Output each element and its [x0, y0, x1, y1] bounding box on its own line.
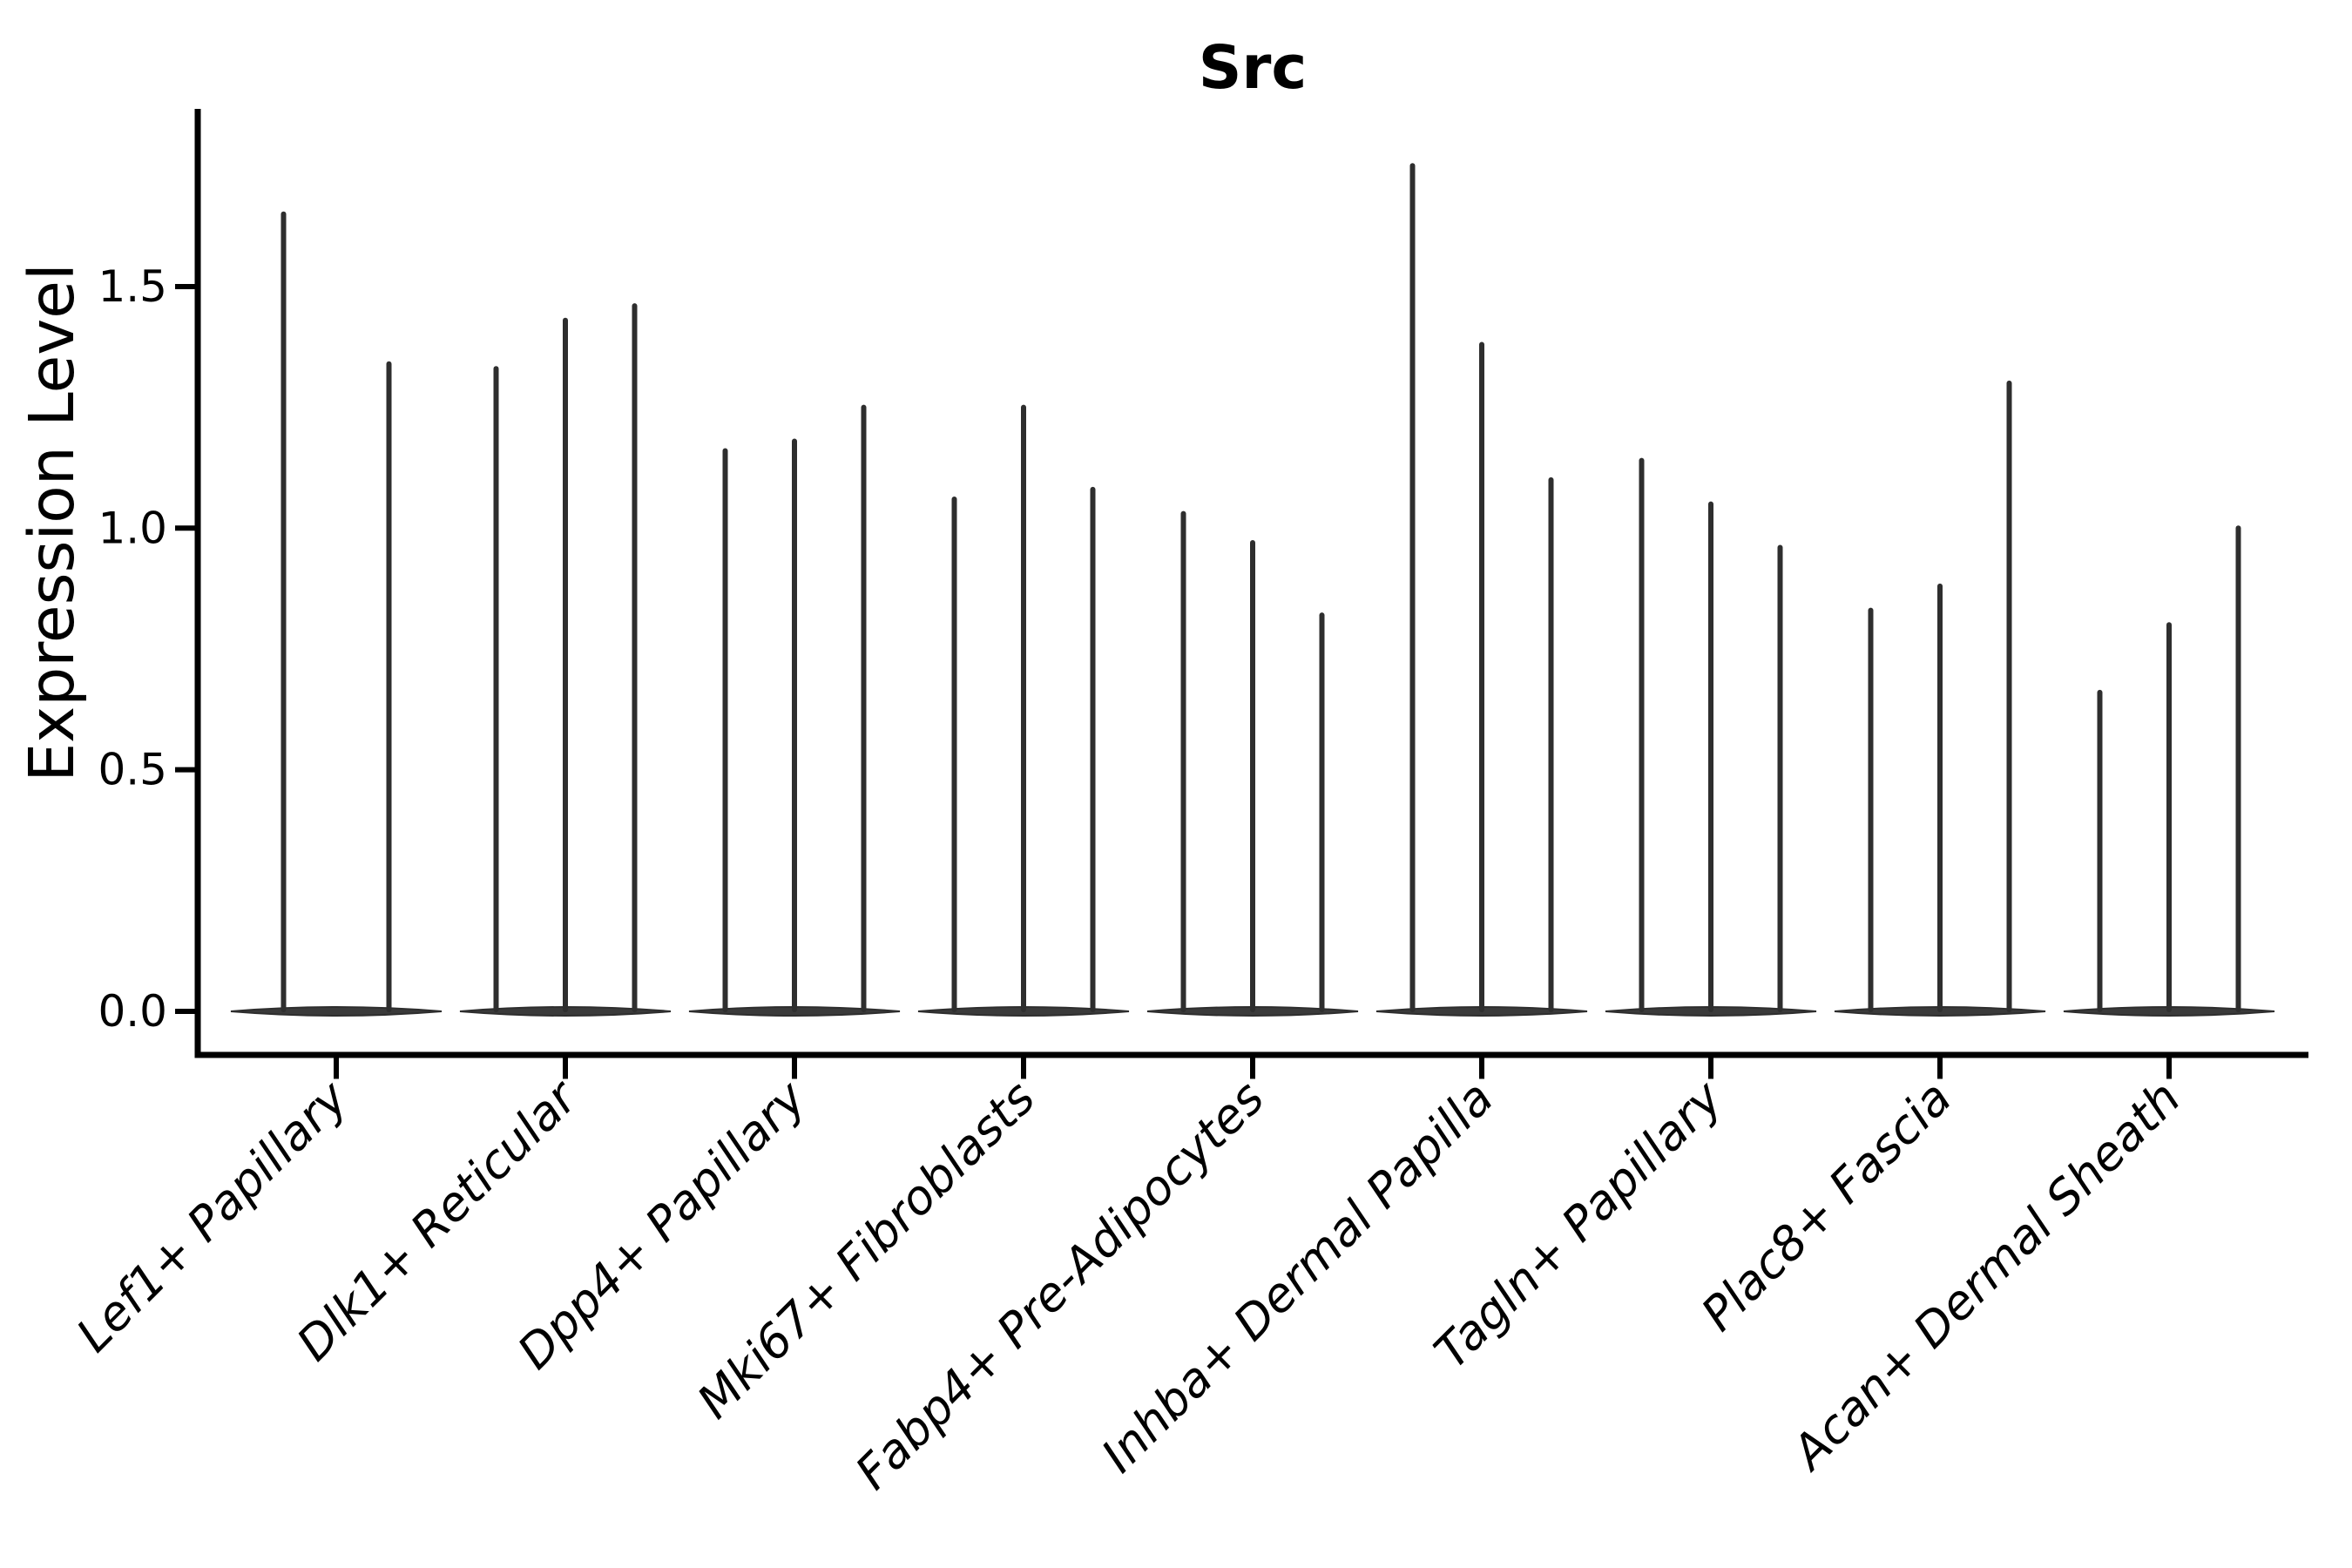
- y-tick-label: 0.0: [98, 986, 167, 1037]
- violin-group: [688, 404, 901, 1017]
- y-axis-label: Expression Level: [16, 263, 88, 781]
- violin-group: [230, 211, 443, 1017]
- violin-group: [1146, 510, 1359, 1017]
- violin-group: [2063, 525, 2275, 1017]
- y-tick-label: 1.5: [98, 261, 167, 312]
- violin-group: [459, 303, 672, 1017]
- violin-group: [1834, 380, 2046, 1017]
- y-tick-label: 1.0: [98, 503, 167, 553]
- x-tick-label: Fabp4+ Pre-Adipocytes: [845, 1071, 1274, 1500]
- violin-group: [1375, 163, 1588, 1017]
- x-tick-label: Inhba+ Dermal Papilla: [1091, 1071, 1504, 1484]
- violin-group: [1605, 457, 1817, 1017]
- violin-base: [230, 1006, 443, 1017]
- y-tick-label: 0.5: [98, 745, 167, 795]
- x-tick-label: Acan+ Dermal Sheath: [1780, 1071, 2191, 1482]
- violin-group: [917, 404, 1130, 1017]
- chart-title: Src: [1199, 33, 1308, 103]
- violins-layer: [230, 163, 2275, 1017]
